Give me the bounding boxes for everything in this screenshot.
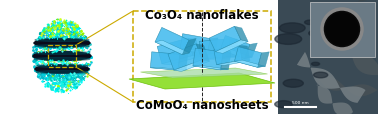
Ellipse shape (309, 31, 326, 37)
Polygon shape (174, 60, 209, 72)
Ellipse shape (35, 39, 89, 42)
Ellipse shape (36, 65, 88, 68)
Polygon shape (297, 52, 366, 103)
Polygon shape (220, 49, 252, 59)
Polygon shape (162, 56, 200, 65)
Polygon shape (215, 40, 248, 54)
Polygon shape (199, 39, 231, 60)
Polygon shape (168, 44, 202, 70)
Polygon shape (182, 39, 196, 55)
Polygon shape (245, 44, 257, 59)
Polygon shape (209, 27, 241, 52)
Ellipse shape (283, 80, 303, 88)
Polygon shape (217, 61, 250, 66)
Polygon shape (234, 47, 262, 68)
Ellipse shape (34, 58, 90, 61)
Polygon shape (234, 61, 265, 68)
Polygon shape (150, 52, 180, 71)
Ellipse shape (35, 65, 89, 73)
Ellipse shape (35, 45, 89, 48)
Text: 500 nm: 500 nm (292, 100, 309, 104)
Polygon shape (334, 0, 378, 15)
Polygon shape (141, 68, 268, 78)
Polygon shape (150, 68, 186, 71)
Polygon shape (214, 46, 242, 65)
Ellipse shape (33, 52, 91, 61)
Polygon shape (180, 34, 210, 55)
Polygon shape (221, 52, 231, 70)
Polygon shape (208, 39, 218, 55)
Polygon shape (155, 41, 189, 55)
Polygon shape (193, 49, 223, 70)
Polygon shape (155, 28, 189, 55)
Polygon shape (193, 66, 229, 70)
Polygon shape (188, 39, 200, 57)
Polygon shape (129, 73, 275, 89)
Polygon shape (328, 27, 378, 87)
Polygon shape (258, 52, 269, 68)
Ellipse shape (279, 24, 305, 34)
Bar (310, 3, 375, 57)
Text: Co₃O₄ nanoflakes: Co₃O₄ nanoflakes (145, 9, 259, 22)
Polygon shape (220, 36, 250, 59)
Ellipse shape (305, 21, 316, 25)
Bar (133, 12, 271, 102)
Polygon shape (180, 49, 215, 55)
Circle shape (326, 14, 358, 46)
Polygon shape (196, 44, 209, 62)
Ellipse shape (311, 63, 320, 66)
Polygon shape (234, 27, 248, 42)
Polygon shape (317, 77, 378, 96)
Polygon shape (201, 57, 239, 60)
Ellipse shape (34, 52, 90, 55)
Ellipse shape (36, 71, 88, 74)
Bar (278, 0, 378, 114)
Ellipse shape (34, 40, 90, 48)
Ellipse shape (275, 34, 302, 45)
Text: CoMoO₄ nanosheets: CoMoO₄ nanosheets (136, 98, 268, 111)
Polygon shape (240, 46, 250, 61)
Polygon shape (229, 39, 239, 57)
Polygon shape (178, 54, 187, 71)
Ellipse shape (313, 73, 328, 78)
Bar (48, 46, 76, 67)
Ellipse shape (275, 101, 292, 108)
Circle shape (322, 10, 362, 50)
Polygon shape (316, 84, 353, 114)
Polygon shape (157, 39, 193, 64)
